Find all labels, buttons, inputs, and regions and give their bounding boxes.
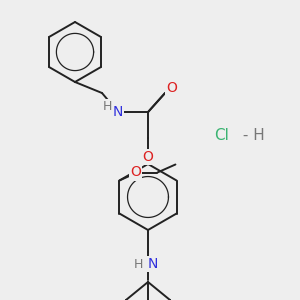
Text: N: N bbox=[148, 257, 158, 271]
Text: N: N bbox=[113, 105, 123, 119]
Text: H: H bbox=[133, 257, 143, 271]
Text: - H: - H bbox=[238, 128, 265, 142]
Text: O: O bbox=[167, 81, 177, 95]
Text: H: H bbox=[102, 100, 112, 112]
Text: O: O bbox=[142, 150, 153, 164]
Text: O: O bbox=[130, 166, 141, 179]
Text: Cl: Cl bbox=[214, 128, 230, 142]
